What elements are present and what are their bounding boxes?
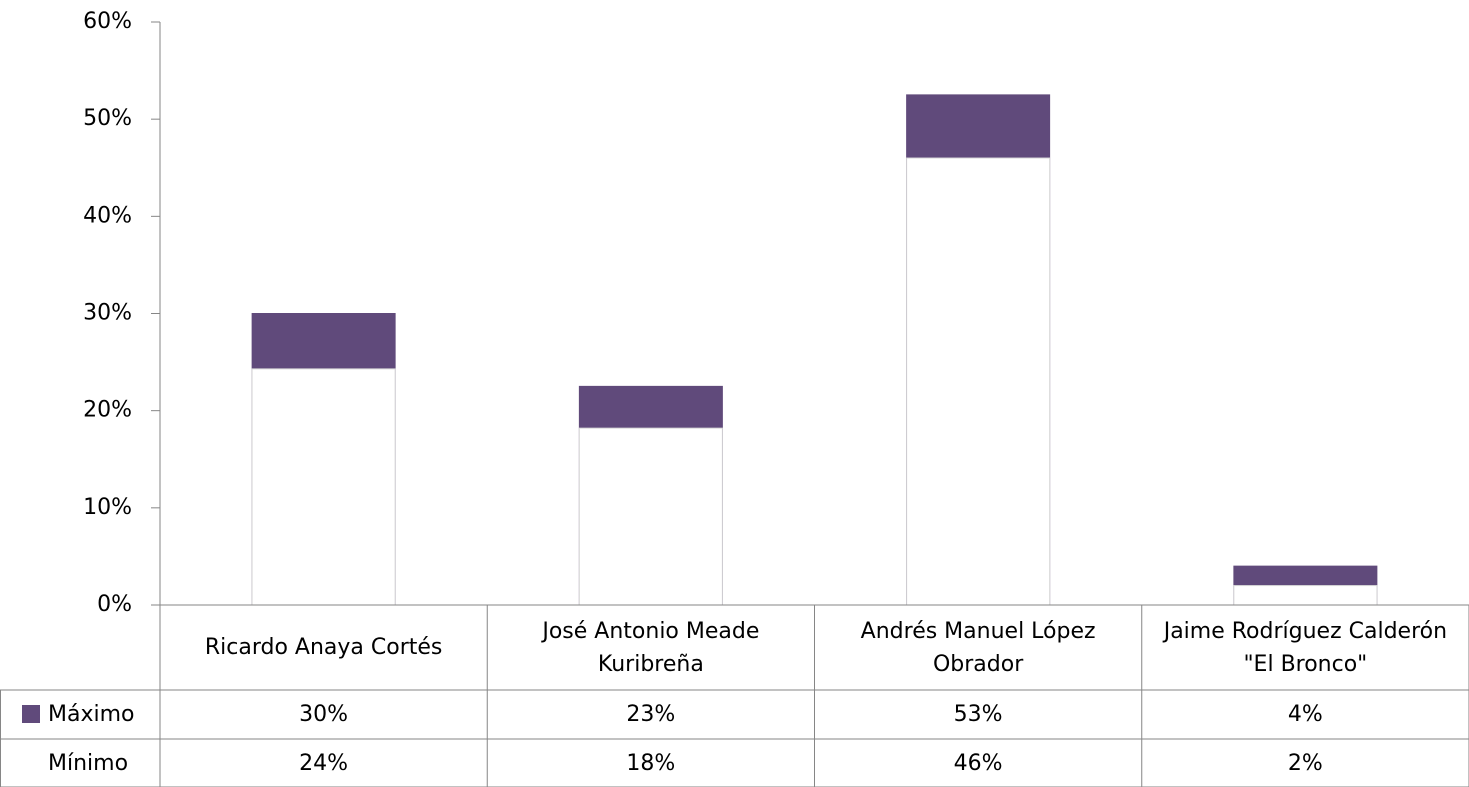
legend-key xyxy=(22,754,40,772)
bar xyxy=(251,368,396,606)
value-label: 30% xyxy=(299,702,349,727)
category-label: Jaime Rodríguez Calderón "El Bronco" xyxy=(1163,618,1448,677)
y-tick-label: 60% xyxy=(83,9,132,34)
legend-label: Máximo xyxy=(48,702,135,727)
y-tick-label: 30% xyxy=(83,301,132,326)
bar xyxy=(578,427,723,606)
category-label: Andrés Manuel López Obrador xyxy=(860,618,1096,677)
value-label: 46% xyxy=(953,750,1003,776)
value-label: 2% xyxy=(1287,750,1323,776)
bar xyxy=(906,157,1051,606)
value-label: 18% xyxy=(626,750,676,776)
value-label: 23% xyxy=(626,702,676,727)
y-tick-label: 40% xyxy=(83,203,132,228)
y-tick-label: 50% xyxy=(83,106,132,131)
legend-label: Mínimo xyxy=(48,750,129,776)
bar xyxy=(1233,585,1378,606)
y-tick-label: 20% xyxy=(83,398,132,423)
value-label: 53% xyxy=(953,702,1003,727)
category-label: José Antonio Meade Kuribreña xyxy=(542,618,760,677)
y-tick-label: 0% xyxy=(97,592,132,617)
category-label: Ricardo Anaya Cortés xyxy=(204,635,443,660)
value-label: 24% xyxy=(299,750,349,776)
y-tick-label: 10% xyxy=(83,495,132,520)
value-label: 4% xyxy=(1287,702,1323,727)
legend-key xyxy=(22,705,40,723)
